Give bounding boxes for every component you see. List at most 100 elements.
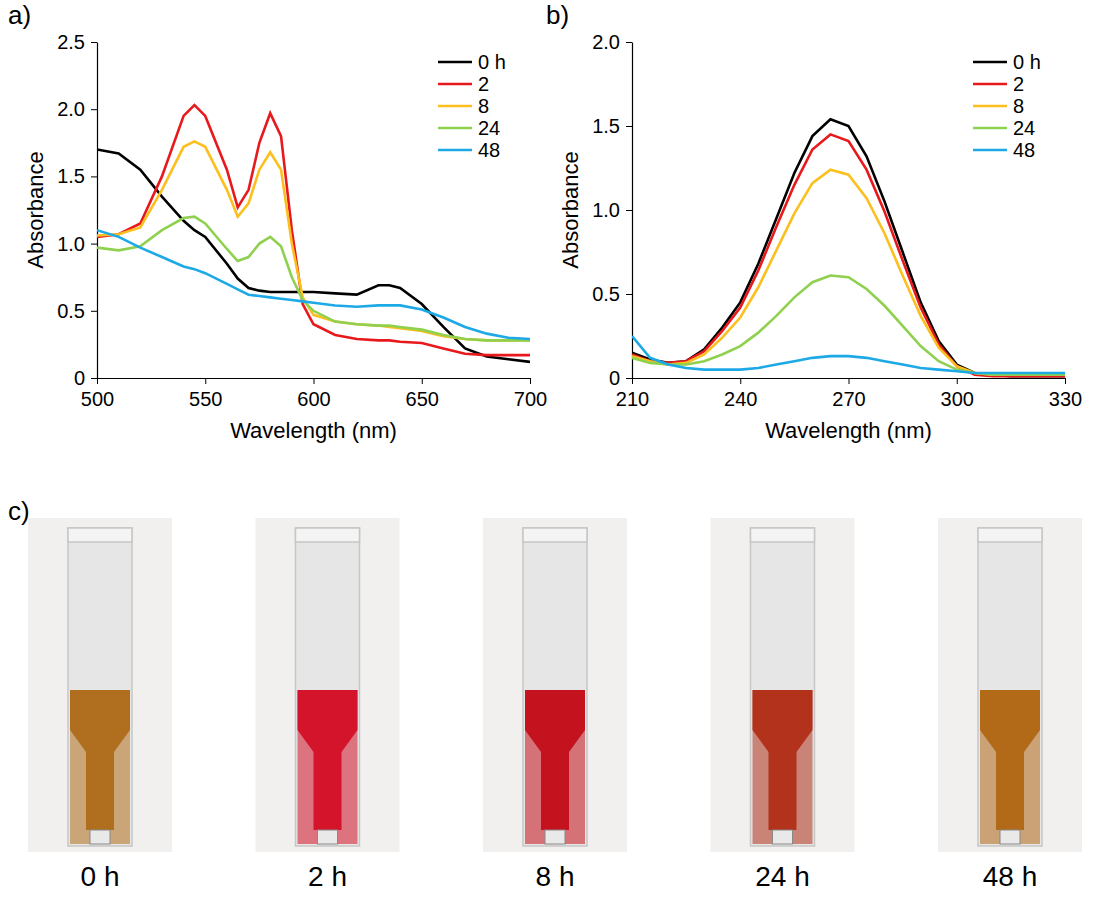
tick-label: 0.5 — [592, 283, 620, 305]
legend-label: 48 — [1013, 139, 1035, 161]
tick: 0 — [609, 367, 632, 389]
sample-label: 8 h — [536, 861, 575, 892]
tick-mark — [957, 378, 958, 384]
photo-panel: c)0 h2 h8 h24 h48 h — [8, 496, 1082, 892]
legend-label: 2 — [478, 73, 489, 95]
series-line — [97, 141, 530, 340]
sample: 0 h — [28, 518, 172, 892]
legend-swatch — [438, 149, 472, 152]
legend-label: 8 — [478, 95, 489, 117]
legend-swatch — [438, 61, 472, 64]
cuvette-base — [545, 830, 565, 844]
tick-mark — [205, 378, 206, 384]
solution — [525, 730, 585, 830]
sample: 8 h — [483, 518, 627, 892]
solution — [298, 730, 358, 830]
y-axis-title: Absorbance — [558, 151, 583, 268]
tick: 0 — [74, 367, 97, 389]
tick-mark — [91, 378, 97, 379]
tick-label: 550 — [189, 388, 222, 410]
y-axis: 0 0.5 1.0 1.5 2.0 2.5 — [57, 31, 97, 389]
x-axis-title: Wavelength (nm) — [765, 418, 932, 443]
legend-swatch — [973, 127, 1007, 130]
series-line — [97, 217, 530, 341]
tick: 2.0 — [592, 31, 632, 53]
tick: 1.5 — [57, 165, 97, 187]
sample: 2 h — [256, 518, 400, 892]
tick: 1.0 — [57, 233, 97, 255]
photo-backdrop — [711, 518, 855, 852]
tick-mark — [314, 378, 315, 384]
tick-label: 330 — [1049, 388, 1082, 410]
series-line — [97, 105, 530, 355]
legend-swatch — [438, 105, 472, 108]
solution — [980, 690, 1040, 844]
tick-mark — [422, 378, 423, 384]
tick-label: 650 — [406, 388, 439, 410]
legend-swatch — [438, 127, 472, 130]
cuvette-rim — [296, 528, 360, 542]
series-line — [97, 230, 530, 339]
solution — [70, 690, 130, 730]
y-axis-title: Absorbance — [23, 151, 48, 268]
tick: 0.5 — [57, 300, 97, 322]
tick-label: 1.0 — [592, 199, 620, 221]
series-line — [632, 170, 1065, 375]
sample: 48 h — [938, 518, 1082, 892]
tick-label: 700 — [514, 388, 547, 410]
tick-mark — [626, 294, 632, 295]
tick-mark — [626, 42, 632, 43]
tick-label: 1.0 — [57, 233, 85, 255]
tick: 2.0 — [57, 98, 97, 120]
series-line — [632, 119, 1065, 376]
tick: 0.5 — [592, 283, 632, 305]
tick: 300 — [941, 378, 974, 410]
legend: 0 h282448 — [973, 51, 1041, 161]
tick-label: 500 — [81, 388, 114, 410]
sample-label: 24 h — [755, 861, 810, 892]
cuvette-rim — [978, 528, 1042, 542]
legend-label: 24 — [478, 117, 500, 139]
photo-backdrop — [28, 518, 172, 852]
solution — [70, 690, 130, 844]
tick: 700 — [514, 378, 547, 410]
series-line — [632, 276, 1065, 375]
tick-label: 2.0 — [57, 98, 85, 120]
cuvette-base — [90, 830, 110, 844]
solution — [525, 690, 585, 844]
cuvette-rim — [523, 528, 587, 542]
photo-backdrop — [256, 518, 400, 852]
legend-label: 8 — [1013, 95, 1024, 117]
plot-area — [632, 119, 1065, 376]
tick: 1.5 — [592, 115, 632, 137]
cuvette-rim — [751, 528, 815, 542]
panel-label: a) — [8, 0, 31, 30]
tick-label: 240 — [724, 388, 757, 410]
legend-label: 0 h — [1013, 51, 1041, 73]
cuvette-base — [318, 830, 338, 844]
tick-mark — [632, 378, 633, 384]
tick-mark — [626, 378, 632, 379]
axis-line — [97, 43, 98, 379]
cuvette — [751, 528, 815, 846]
solution — [980, 690, 1040, 730]
axis-line — [632, 43, 633, 379]
tick-label: 210 — [616, 388, 649, 410]
solution — [525, 690, 585, 730]
tick-label: 1.5 — [57, 165, 85, 187]
tick-label: 270 — [832, 388, 865, 410]
tick: 330 — [1049, 378, 1082, 410]
panel: b)21024027030033000.51.01.52.0Wavelength… — [546, 0, 1082, 443]
cuvette — [978, 528, 1042, 846]
tick: 600 — [297, 378, 330, 410]
tick-mark — [740, 378, 741, 384]
legend-swatch — [973, 61, 1007, 64]
x-axis: 210 240 270 300 330 — [616, 378, 1082, 410]
tick: 270 — [832, 378, 865, 410]
series-line — [632, 134, 1065, 376]
panel: a) 500 550 600 650 700 0 0.5 1.0 1.5 2.0 2.5 Wavelen… — [8, 0, 547, 443]
tick-label: 0 — [609, 367, 620, 389]
x-axis-title: Wavelength (nm) — [230, 418, 397, 443]
tick-label: 2.5 — [57, 31, 85, 53]
tick-mark — [626, 126, 632, 127]
